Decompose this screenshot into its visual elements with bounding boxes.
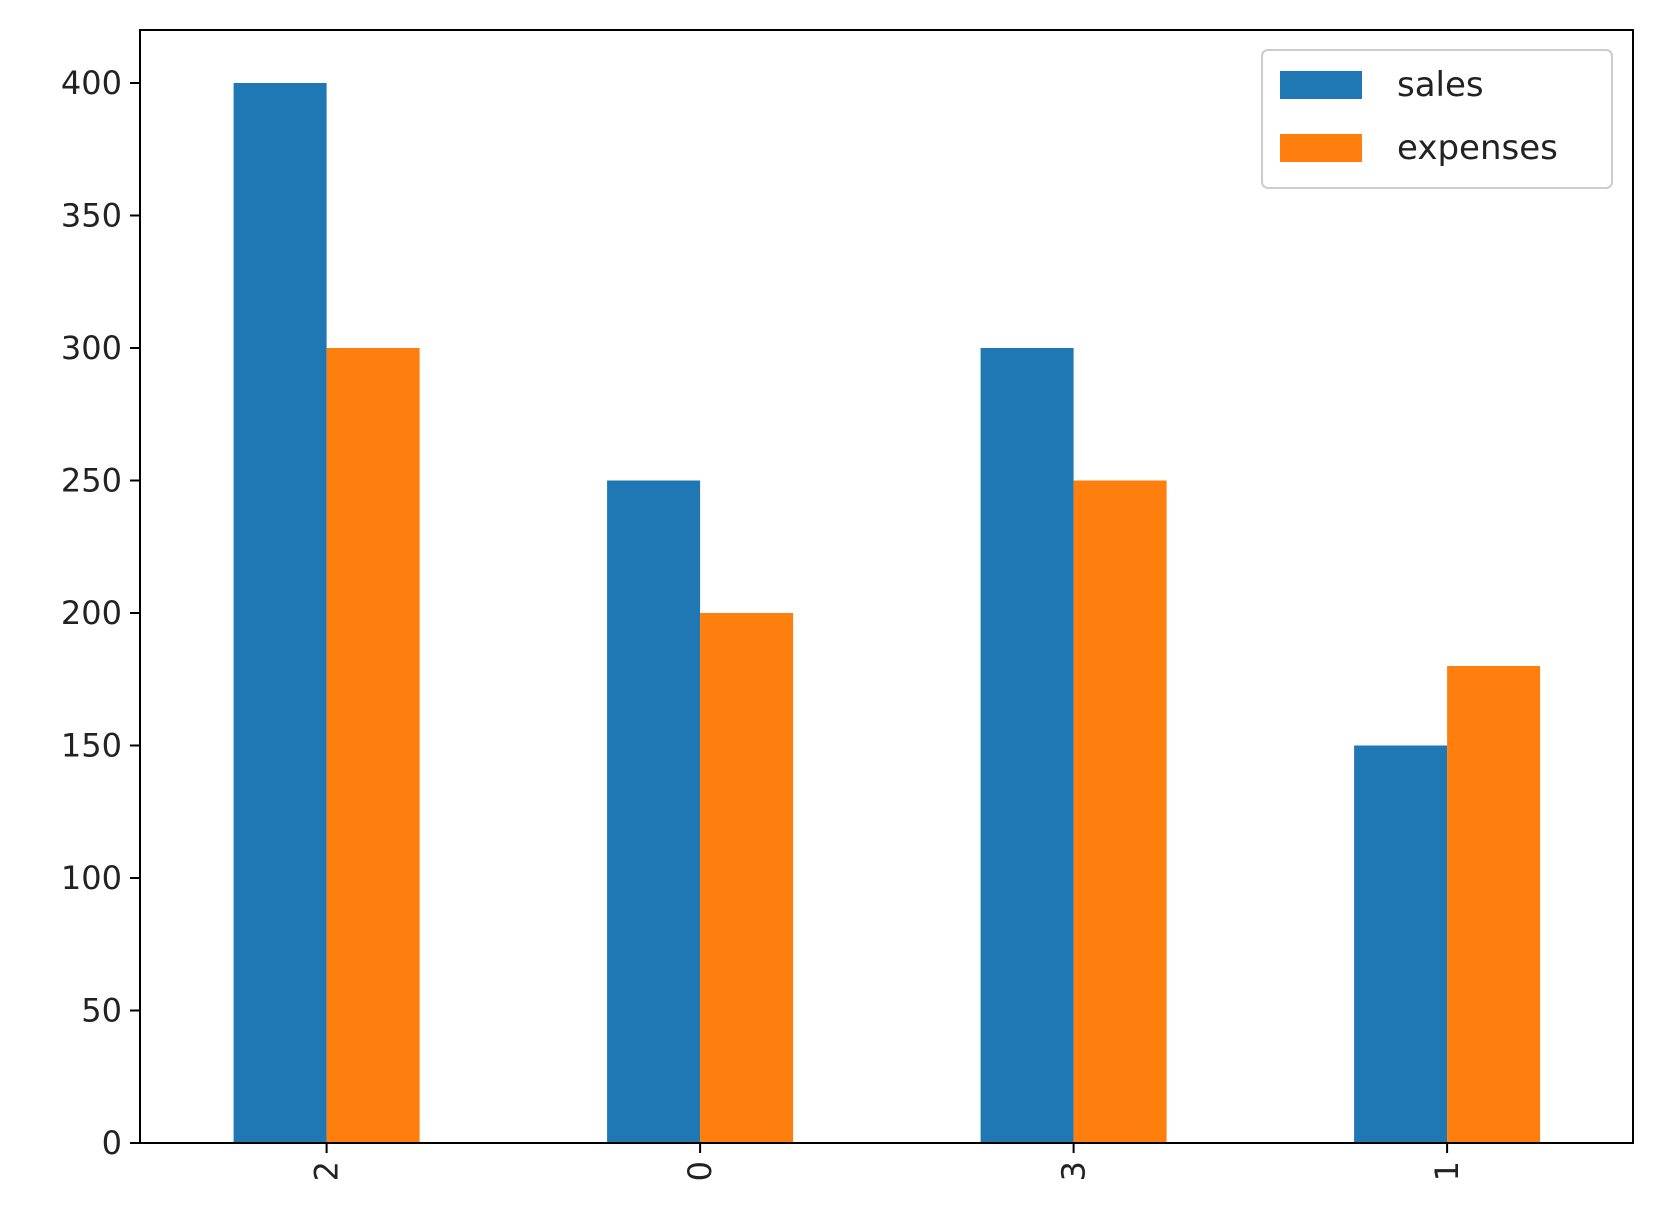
y-tick-label-50: 50 [81,992,122,1030]
bar-sales-1 [1354,745,1448,1143]
x-tick-label-2: 2 [308,1161,346,1181]
bar-expenses-2 [326,348,420,1143]
legend-swatch-expenses [1280,134,1362,162]
legend-swatch-sales [1280,71,1362,99]
bar-expenses-3 [1073,480,1167,1143]
y-axis: 0 50 100 150 200 250 300 350 400 [61,64,140,1162]
x-tick-label-1: 1 [1428,1161,1466,1181]
y-tick-label-300: 300 [61,329,122,367]
x-tick-label-0: 0 [681,1161,719,1181]
y-tick-label-250: 250 [61,462,122,500]
y-tick-label-150: 150 [61,727,122,765]
legend: sales expenses [1261,49,1613,189]
bar-sales-0 [607,480,701,1143]
y-tick-label-400: 400 [61,64,122,102]
bar-sales-3 [980,348,1074,1143]
y-tick-label-200: 200 [61,594,122,632]
legend-label-expenses: expenses [1397,128,1558,168]
plot-area-frame [139,29,1634,1144]
x-tick-label-3: 3 [1055,1161,1093,1181]
bar-expenses-0 [700,613,794,1143]
y-tick-label-100: 100 [61,859,122,897]
y-tick-label-0: 0 [102,1124,122,1162]
bar-sales-2 [233,83,327,1143]
bars-layer [233,83,1541,1143]
y-tick-label-350: 350 [61,197,122,235]
legend-label-sales: sales [1397,65,1484,105]
bar-expenses-1 [1447,666,1541,1143]
